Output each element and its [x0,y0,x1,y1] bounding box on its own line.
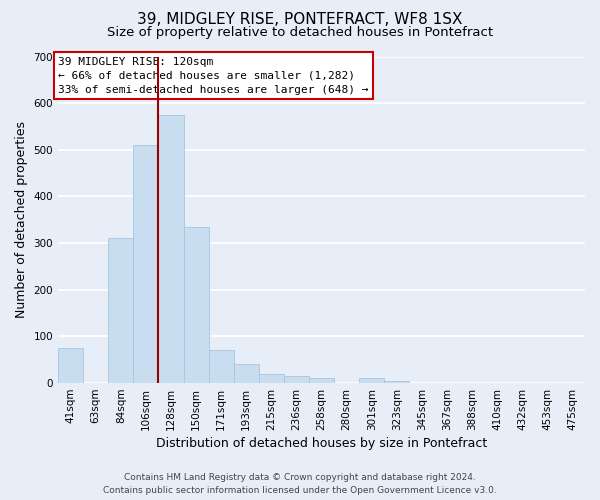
Bar [284,376,309,383]
Text: Contains HM Land Registry data © Crown copyright and database right 2024.
Contai: Contains HM Land Registry data © Crown c… [103,473,497,495]
Bar [209,350,233,383]
Bar [359,378,384,383]
Bar [133,145,158,383]
Bar [58,348,83,383]
Bar [259,374,284,383]
Y-axis label: Number of detached properties: Number of detached properties [15,122,28,318]
Text: 39, MIDGLEY RISE, PONTEFRACT, WF8 1SX: 39, MIDGLEY RISE, PONTEFRACT, WF8 1SX [137,12,463,28]
Bar [108,238,133,383]
Text: Size of property relative to detached houses in Pontefract: Size of property relative to detached ho… [107,26,493,39]
Text: 39 MIDGLEY RISE: 120sqm
← 66% of detached houses are smaller (1,282)
33% of semi: 39 MIDGLEY RISE: 120sqm ← 66% of detache… [58,56,368,94]
X-axis label: Distribution of detached houses by size in Pontefract: Distribution of detached houses by size … [156,437,487,450]
Bar [384,380,409,383]
Bar [309,378,334,383]
Bar [184,227,209,383]
Bar [158,115,184,383]
Bar [233,364,259,383]
